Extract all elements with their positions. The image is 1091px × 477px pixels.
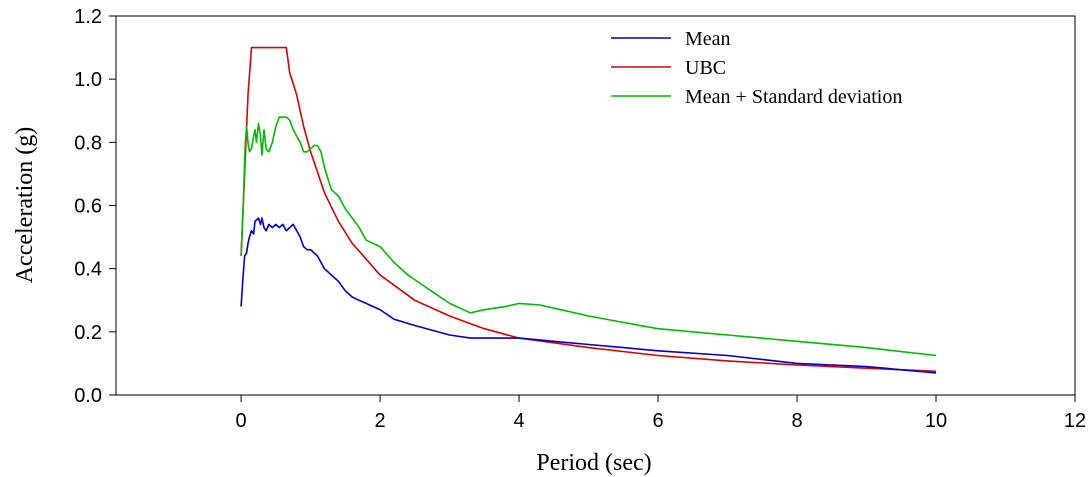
y-tick-label: 0.6 — [74, 196, 102, 218]
y-tick-label: 1.2 — [74, 6, 102, 28]
x-tick-label: 8 — [791, 410, 802, 432]
legend-label: Mean — [685, 28, 731, 50]
series-line-ubc — [240, 46, 937, 373]
plot-frame — [115, 15, 1076, 396]
y-tick-label: 0.0 — [74, 385, 102, 407]
x-axis-title: Period (sec) — [536, 450, 651, 476]
series-line-mean — [240, 217, 937, 374]
legend-label: Mean + Standard deviation — [685, 86, 902, 108]
x-tick-label: 10 — [925, 410, 947, 432]
y-axis-title: Acceleration (g) — [12, 127, 38, 284]
x-tick-label: 0 — [236, 410, 247, 432]
x-tick-label: 4 — [513, 410, 524, 432]
y-tick-label: 0.4 — [74, 259, 102, 281]
legend-label: UBC — [685, 57, 726, 79]
x-tick-label: 6 — [652, 410, 663, 432]
y-tick-label: 0.8 — [74, 132, 102, 154]
x-tick-label: 2 — [375, 410, 386, 432]
y-tick-label: 1.0 — [74, 69, 102, 91]
y-tick-label: 0.2 — [74, 322, 102, 344]
series-line-mean-standard-deviation — [240, 116, 937, 357]
x-tick-label: 12 — [1064, 410, 1086, 432]
